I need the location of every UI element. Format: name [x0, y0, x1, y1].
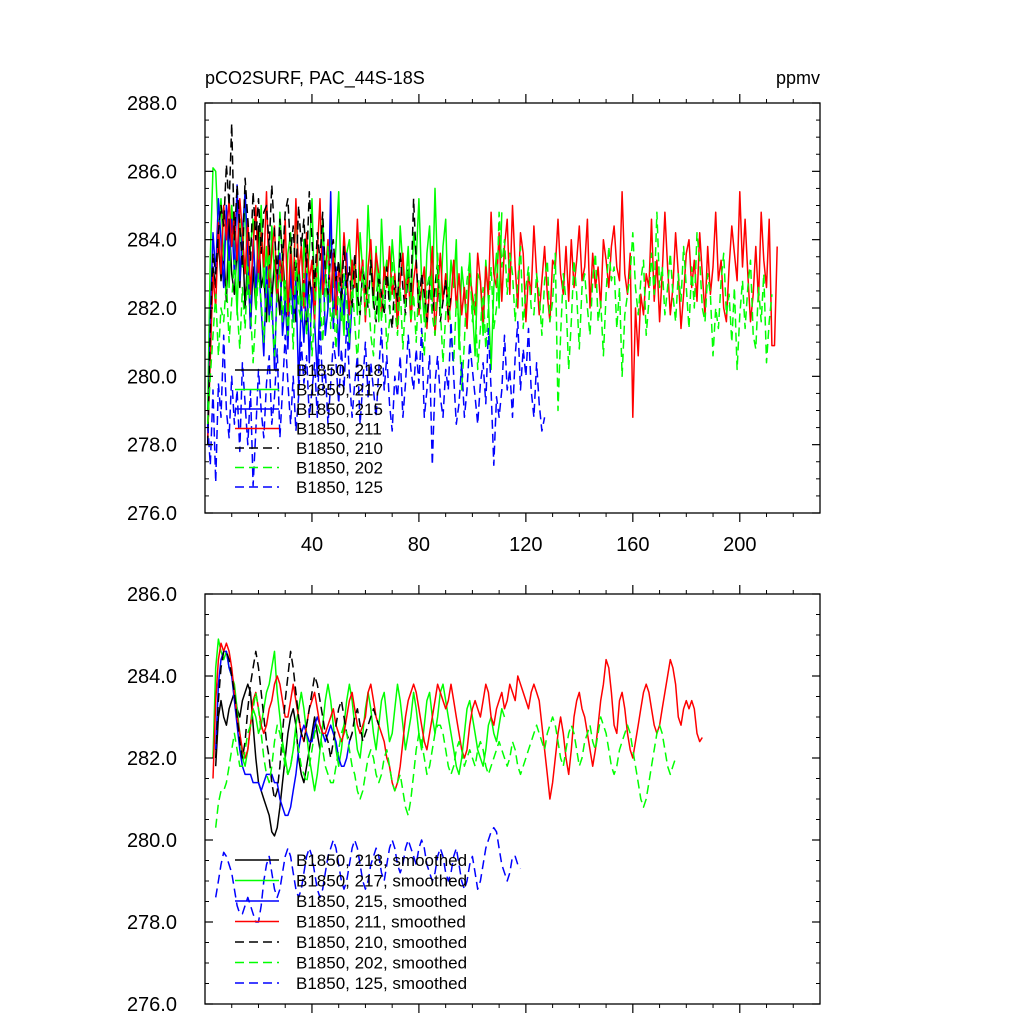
bottom-series-line-3: [212, 642, 703, 800]
bottom-series-group: [212, 638, 703, 923]
top-y-tick-label-6: 288.0: [127, 93, 177, 115]
top-axis-ticks: 276.0 278.0 280.0 282.0 284.0 286.0 288.0 40 80 1…: [127, 93, 820, 556]
bottom-series-line-0: [214, 683, 321, 837]
bottom-axis-ticks: 276.0 278.0 280.0 282.0 284.0 286.0: [127, 584, 820, 1016]
top-legend-label-5: B1850, 202: [296, 459, 383, 478]
bottom-legend-label-1: B1850, 217, smoothed: [296, 872, 467, 891]
bottom-series-line-6: [214, 826, 522, 923]
top-x-tick-label-3: 160: [616, 534, 649, 556]
bottom-y-tick-label-3: 282.0: [127, 748, 177, 770]
top-series-line-4: [206, 122, 452, 445]
top-y-tick-label-3: 282.0: [127, 298, 177, 320]
bottom-series-line-5: [214, 691, 677, 828]
top-legend-label-1: B1850, 217: [296, 381, 383, 400]
bottom-y-tick-label-1: 278.0: [127, 912, 177, 934]
top-legend-label-2: B1850, 215: [296, 400, 383, 419]
top-series-line-5: [206, 211, 773, 425]
bottom-legend-label-3: B1850, 211, smoothed: [296, 913, 466, 932]
top-series-line-2: [206, 184, 353, 445]
chart-title: pCO2SURF, PAC_44S-18S: [205, 68, 425, 89]
top-y-tick-label-1: 278.0: [127, 435, 177, 457]
top-y-tick-label-4: 284.0: [127, 230, 177, 252]
top-series-line-6: [206, 320, 546, 487]
top-y-tick-label-0: 276.0: [127, 503, 177, 525]
top-y-tick-label-5: 286.0: [127, 161, 177, 183]
top-legend-label-3: B1850, 211: [296, 420, 382, 439]
bottom-legend-label-4: B1850, 210, smoothed: [296, 933, 467, 952]
bottom-legend-label-2: B1850, 215, smoothed: [296, 892, 467, 911]
bottom-series-line-1: [212, 638, 506, 792]
bottom-y-tick-label-0: 276.0: [127, 994, 177, 1016]
top-legend-label-6: B1850, 125: [296, 478, 383, 497]
top-series-group: [206, 122, 778, 487]
top-y-tick-label-2: 280.0: [127, 366, 177, 388]
bottom-legend-label-6: B1850, 125, smoothed: [296, 974, 467, 993]
bottom-y-tick-label-4: 284.0: [127, 666, 177, 688]
units-label: ppmv: [776, 68, 820, 88]
top-legend-label-0: B1850, 218: [296, 361, 383, 380]
bottom-series-line-4: [214, 650, 380, 800]
bottom-y-tick-label-5: 286.0: [127, 584, 177, 606]
top-legend-label-4: B1850, 210: [296, 439, 383, 458]
bottom-legend: B1850, 218, smoothed B1850, 217, smoothed…: [235, 851, 467, 993]
top-x-tick-label-0: 40: [301, 534, 323, 556]
bottom-legend-label-0: B1850, 218, smoothed: [296, 851, 467, 870]
top-series-line-3: [206, 191, 778, 438]
bottom-legend-label-5: B1850, 202, smoothed: [296, 954, 467, 973]
top-x-tick-label-1: 80: [408, 534, 430, 556]
bottom-y-tick-label-2: 280.0: [127, 830, 177, 852]
bottom-panel: 276.0 278.0 280.0 282.0 284.0 286.0 B1850, 21…: [127, 584, 821, 1016]
bottom-series-line-2: [214, 650, 353, 817]
top-x-tick-label-4: 200: [723, 534, 756, 556]
top-x-tick-label-2: 120: [509, 534, 542, 556]
top-panel: 276.0 278.0 280.0 282.0 284.0 286.0 288.0 40 80 1…: [127, 93, 821, 556]
